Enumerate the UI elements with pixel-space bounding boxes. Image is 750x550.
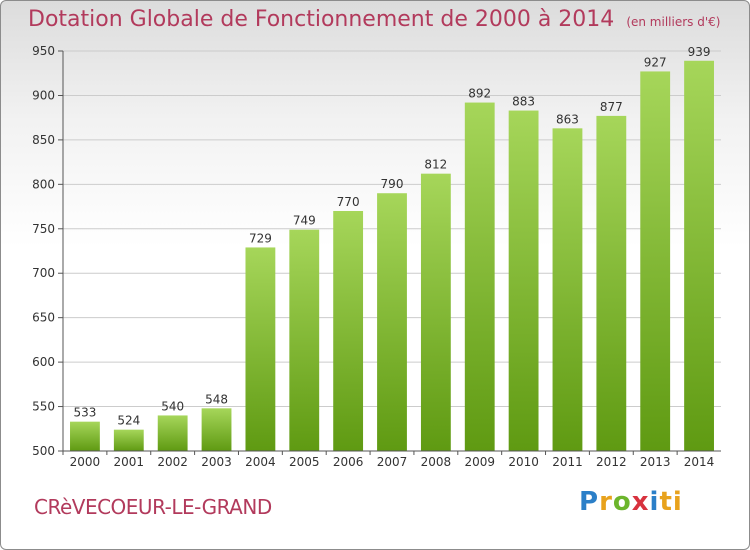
y-tick-label: 800 bbox=[32, 177, 55, 191]
x-tick-label: 2014 bbox=[684, 455, 715, 469]
y-tick-label: 950 bbox=[32, 44, 55, 58]
data-label: 892 bbox=[468, 87, 491, 101]
data-label: 749 bbox=[293, 214, 316, 228]
bar-2001 bbox=[113, 429, 144, 451]
bar-2012 bbox=[596, 115, 627, 451]
x-tick-label: 2004 bbox=[245, 455, 276, 469]
y-tick-label: 900 bbox=[32, 88, 55, 102]
data-label: 883 bbox=[512, 95, 535, 109]
x-tick-label: 2001 bbox=[114, 455, 145, 469]
bar-2003 bbox=[201, 408, 232, 451]
bar-2014 bbox=[684, 60, 714, 452]
x-tick-label: 2011 bbox=[552, 455, 583, 469]
chart-title: Dotation Globale de Fonctionnement de 20… bbox=[28, 7, 720, 32]
bar-2009 bbox=[464, 102, 495, 452]
commune-name: CRèVECOEUR-LE-GRAND bbox=[34, 495, 272, 519]
data-label: 524 bbox=[117, 414, 140, 428]
axes: 500 550 600 650 700 750 800 850 900 950 2000 2001 20… bbox=[32, 44, 721, 469]
data-label: 790 bbox=[381, 177, 404, 191]
x-tick-label: 2013 bbox=[640, 455, 671, 469]
x-tick-label: 2003 bbox=[201, 455, 232, 469]
y-tick-label: 500 bbox=[32, 444, 55, 458]
bar-2004 bbox=[245, 247, 276, 451]
x-tick-label: 2007 bbox=[377, 455, 408, 469]
data-label: 548 bbox=[205, 392, 228, 406]
data-label: 927 bbox=[644, 55, 667, 69]
data-label: 939 bbox=[688, 45, 711, 59]
y-tick-label: 850 bbox=[32, 133, 55, 147]
data-label: 533 bbox=[73, 406, 96, 420]
x-tick-label: 2012 bbox=[596, 455, 627, 469]
bar-2010 bbox=[508, 110, 539, 452]
bar-2005 bbox=[289, 229, 320, 451]
y-tick-label: 600 bbox=[32, 355, 55, 369]
data-label: 877 bbox=[600, 100, 623, 114]
data-label: 770 bbox=[337, 195, 360, 209]
data-label: 540 bbox=[161, 399, 184, 413]
bars-group: 533 524 540 548 729 749 770 790 812 892 883 863 877 9… bbox=[70, 45, 714, 452]
bar-2007 bbox=[377, 193, 407, 451]
bar-2013 bbox=[640, 71, 671, 451]
data-label: 812 bbox=[424, 158, 447, 172]
x-tick-label: 2002 bbox=[157, 455, 188, 469]
y-tick-label: 550 bbox=[32, 400, 55, 414]
x-tick-label: 2010 bbox=[508, 455, 539, 469]
bar-2008 bbox=[420, 173, 451, 451]
x-tick-label: 2005 bbox=[289, 455, 320, 469]
proxiti-logo[interactable]: Proxiti bbox=[579, 487, 683, 517]
bar-2000 bbox=[70, 421, 100, 451]
bar-2006 bbox=[333, 211, 364, 451]
data-label: 863 bbox=[556, 112, 579, 126]
chart-unit: (en milliers d'€) bbox=[626, 15, 721, 29]
y-tick-label: 750 bbox=[32, 222, 55, 236]
x-tick-label: 2006 bbox=[333, 455, 364, 469]
data-label: 729 bbox=[249, 231, 272, 245]
bar-2002 bbox=[157, 415, 188, 451]
chart-title-text: Dotation Globale de Fonctionnement de 20… bbox=[28, 7, 615, 32]
y-tick-label: 700 bbox=[32, 266, 55, 280]
bar-2011 bbox=[552, 128, 583, 451]
x-tick-label: 2009 bbox=[464, 455, 495, 469]
y-tick-label: 650 bbox=[32, 311, 55, 325]
x-tick-label: 2000 bbox=[70, 455, 101, 469]
x-tick-label: 2008 bbox=[421, 455, 452, 469]
